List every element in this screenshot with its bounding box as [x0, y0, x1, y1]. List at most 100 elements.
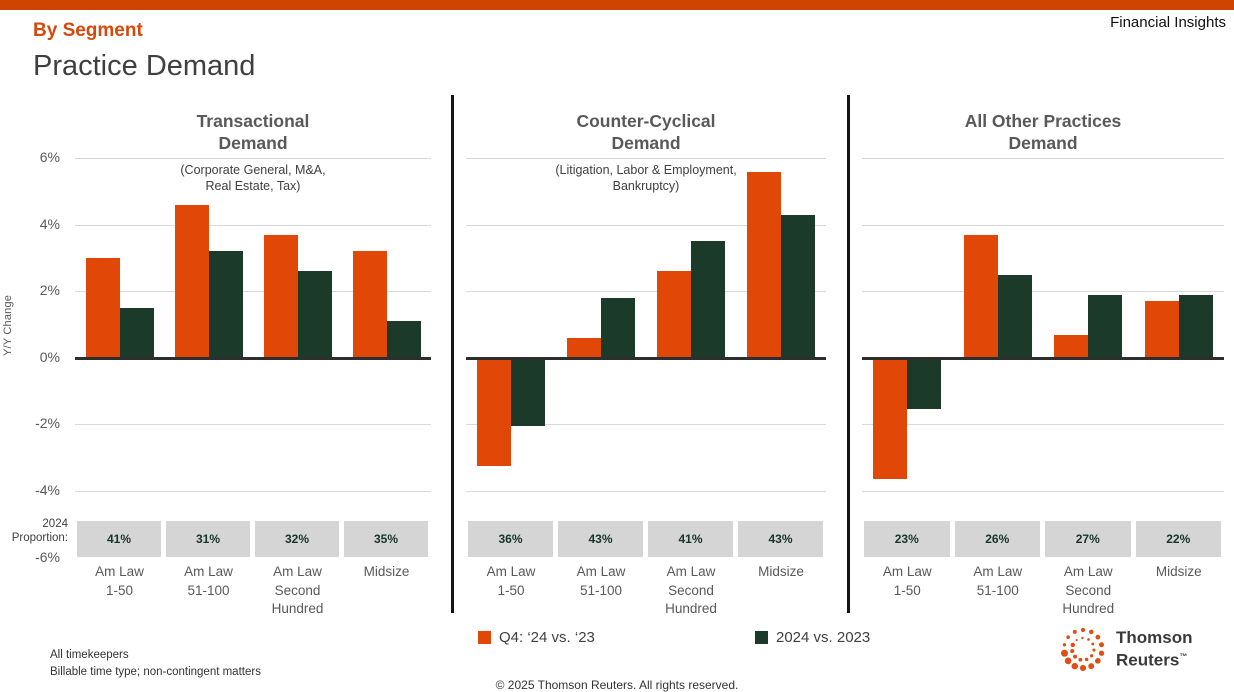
gridline	[862, 424, 1224, 426]
bar-series2-cat4	[386, 321, 421, 358]
category-label-line: 1-50	[105, 582, 134, 598]
category-label-line: Second	[274, 582, 321, 598]
category-label: Am Law Second Hundred	[1043, 563, 1134, 619]
category-label-line: Am Law	[973, 564, 1023, 579]
category-label-line: Am Law	[486, 564, 536, 579]
bar-series2-cat4	[781, 214, 815, 358]
bar-series1-cat2	[567, 338, 601, 358]
gridline	[862, 158, 1224, 159]
panel-title-line: Transactional	[196, 111, 310, 131]
bar-series1-cat4	[1144, 301, 1179, 358]
category-label-line: Second	[668, 582, 714, 598]
proportion-box: 31%	[166, 521, 250, 557]
proportion-box: 43%	[558, 521, 643, 557]
bar-series1-cat1	[477, 359, 511, 466]
trademark: ™	[1179, 652, 1188, 662]
page-title: Practice Demand	[33, 50, 256, 82]
y-axis-tick: -6%	[35, 548, 60, 565]
bar-series1-cat3	[1054, 334, 1089, 358]
panel-title-line: Demand	[218, 133, 288, 153]
bar-series1-cat3	[263, 234, 298, 358]
bar-series1-cat1	[85, 258, 120, 358]
category-label: Am Law 51-100	[556, 563, 646, 600]
copyright: © 2025 Thomson Reuters. All rights reser…	[495, 678, 739, 692]
category-label-line: Second	[1065, 582, 1112, 598]
category-label: Am Law 1-50	[466, 563, 556, 600]
y-axis-tick: -2%	[35, 415, 60, 432]
footnote-2: Billable time type; non-contingent matte…	[50, 666, 261, 678]
logo-line2: Reuters™	[1116, 650, 1188, 670]
bar-series2-cat3	[297, 271, 332, 358]
section-kicker: By Segment	[33, 20, 143, 41]
thomson-reuters-kinesis-icon	[1060, 627, 1105, 672]
panel-title-line: All Other Practices	[964, 111, 1122, 131]
proportion-box: 27%	[1045, 521, 1131, 557]
bar-series2-cat2	[601, 298, 635, 358]
panel-subtitle-line: Real Estate, Tax)	[205, 178, 301, 193]
bar-series2-cat4	[1178, 294, 1213, 358]
thomson-reuters-logo: Thomson Reuters™	[1058, 624, 1193, 674]
y-axis-tick: 2%	[39, 282, 60, 299]
bar-series1-cat4	[747, 171, 781, 358]
proportion-box: 41%	[77, 521, 161, 557]
panel-divider	[451, 95, 454, 613]
category-label-line: 51-100	[187, 582, 230, 598]
panel-title: Transactional Demand (Corporate General, M…	[75, 110, 431, 194]
title-gap	[466, 154, 826, 163]
proportion-caption-line: 2024	[42, 518, 68, 530]
category-label: Am Law 51-100	[164, 563, 253, 600]
panel-title-line: Demand	[1008, 133, 1078, 153]
gridline	[75, 491, 431, 492]
gridline	[75, 224, 431, 226]
category-label-line: Midsize	[758, 564, 804, 579]
category-label-line: Am Law	[273, 564, 322, 579]
proportion-box: 41%	[648, 521, 733, 557]
proportion-caption: 2024 Proportion:	[0, 518, 68, 545]
panel-title-line: Demand	[611, 133, 681, 153]
category-label: Midsize	[736, 563, 826, 582]
panel-subtitle-line: Bankruptcy)	[612, 178, 680, 193]
y-axis-tick: -4%	[35, 482, 60, 498]
gridline	[862, 491, 1224, 492]
bar-series1-cat2	[174, 204, 209, 358]
bar-series1-cat3	[657, 271, 691, 358]
proportion-box: 22%	[1135, 521, 1221, 557]
bar-series2-cat1	[511, 359, 545, 426]
y-axis-tick: 4%	[39, 215, 60, 232]
category-label-line: Am Law	[576, 564, 626, 579]
bar-series2-cat2	[997, 274, 1032, 358]
plot-area: 41% 31% 32% 35%	[75, 158, 431, 557]
proportion-box: 36%	[468, 521, 553, 557]
proportion-box: 35%	[344, 521, 428, 557]
y-axis-tick: 0%	[39, 348, 60, 365]
category-label-line: Am Law	[666, 564, 716, 579]
zero-axis-line	[466, 357, 826, 360]
y-axis-tick: 6%	[39, 149, 60, 165]
legend-item: Q4: ‘24 vs. ‘23	[478, 629, 595, 646]
bar-series2-cat1	[907, 359, 942, 409]
legend-swatch-icon	[755, 631, 768, 644]
gridline	[862, 224, 1224, 226]
panel-title: Counter-Cyclical Demand (Litigation, Labor…	[466, 110, 826, 194]
category-label-line: Am Law	[184, 564, 233, 579]
proportion-box: 26%	[954, 521, 1040, 557]
category-label-line: 51-100	[976, 582, 1019, 598]
category-label: Am Law 1-50	[862, 563, 953, 600]
category-label: Am Law 51-100	[953, 563, 1044, 600]
bar-series1-cat2	[963, 234, 998, 358]
gridline	[466, 224, 826, 226]
footnote-1: All timekeepers	[50, 649, 129, 661]
category-label: Am Law Second Hundred	[253, 563, 342, 619]
panel-divider	[847, 95, 850, 613]
category-label-line: Hundred	[1062, 601, 1115, 616]
category-label-line: 1-50	[893, 582, 921, 598]
bar-series2-cat1	[119, 308, 154, 358]
legend-swatch-icon	[478, 631, 491, 644]
category-label: Midsize	[342, 563, 431, 582]
zero-axis-line	[75, 357, 431, 360]
gridline	[466, 291, 826, 293]
bar-series2-cat3	[1088, 294, 1123, 358]
bar-series1-cat4	[352, 251, 387, 358]
category-label-line: Am Law	[1063, 564, 1113, 579]
